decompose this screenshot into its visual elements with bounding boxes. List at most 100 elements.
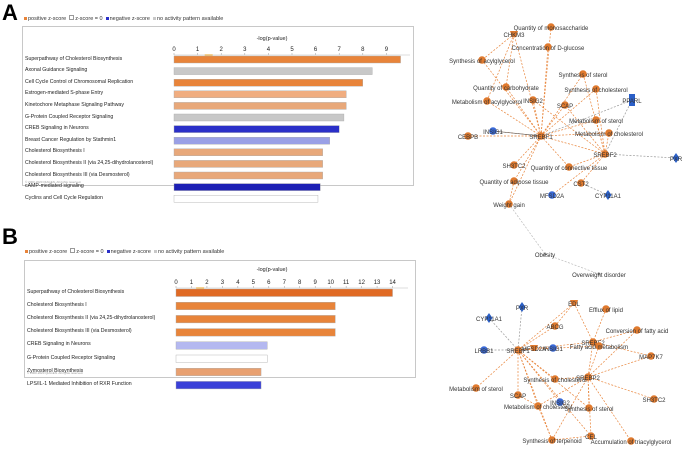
network-node	[549, 344, 557, 352]
tick-label: 7	[338, 47, 342, 53]
category-label: LPS/IL-1 Mediated Inhibition of RXR Func…	[27, 380, 132, 387]
network-node	[529, 96, 537, 104]
bar	[175, 288, 393, 297]
network-edge	[540, 26, 552, 137]
network-node-label: Obesity	[535, 253, 555, 259]
tick-label: 12	[358, 280, 365, 286]
legend-item-na: no activity pattern available	[152, 16, 223, 22]
tick-label: 1	[196, 47, 200, 53]
network-node	[530, 345, 538, 351]
network-node	[534, 402, 542, 410]
category-label: Breast Cancer Regulation by Stathmin1	[25, 136, 117, 143]
network-node	[548, 436, 556, 444]
network-node-label: Metabolism of sterol	[569, 119, 623, 125]
network-edge	[580, 153, 606, 184]
network-node	[592, 116, 600, 124]
legend-a: positive z-score z-score = 0 negative z-…	[24, 15, 223, 22]
network-node-label: INSIG1	[543, 347, 563, 353]
network-node	[537, 132, 545, 140]
network-node-label: MAP7K7	[639, 355, 663, 361]
bar	[173, 78, 364, 87]
tick-label: 1	[190, 280, 194, 286]
network-node	[543, 252, 547, 256]
network-edge	[573, 302, 594, 343]
category-label: Cyclins and Cell Cycle Regulation	[25, 194, 103, 201]
network-edge	[587, 329, 638, 378]
network-node-label: Metabolism of cholesterol	[575, 132, 643, 138]
network-edge	[540, 132, 610, 137]
network-node-label: CEBPB	[458, 135, 478, 141]
axis-title: -log(p-value)	[257, 267, 288, 273]
bar	[173, 136, 330, 145]
bar	[175, 341, 268, 350]
network-edge	[595, 119, 606, 155]
legend-item-zero: z-score = 0	[70, 248, 104, 255]
network-node	[502, 83, 510, 91]
panel-label-b: B	[2, 224, 18, 249]
network-node	[556, 398, 564, 406]
network-node-label: Synthesis of sterol	[564, 407, 613, 413]
network-node	[565, 163, 573, 171]
network-node-label: Metabolism of sterol	[449, 387, 503, 393]
network-node	[597, 272, 601, 276]
network-edge	[517, 347, 535, 351]
category-label: Cholesterol Biosynthesis I	[25, 148, 85, 155]
network-node	[589, 338, 597, 346]
network-node	[672, 153, 680, 163]
legend-b: positive z-score z-score = 0 negative z-…	[25, 248, 224, 255]
network-node-label: PXR	[670, 157, 683, 163]
network-node	[464, 132, 472, 140]
network-edge	[587, 376, 632, 442]
network-node	[647, 352, 655, 360]
network-edge	[517, 325, 556, 351]
network-node	[510, 161, 518, 169]
network-node-label: SH3TC2	[502, 164, 526, 170]
network-edge	[587, 355, 652, 378]
bar	[175, 328, 336, 337]
network-edge	[580, 182, 609, 196]
network-edge	[540, 104, 566, 137]
category-label: Cholesterol Biosynthesis I	[27, 301, 87, 308]
category-label: G-Protein Coupled Receptor Signaling	[27, 354, 116, 361]
network-node	[483, 97, 491, 105]
tick-label: 9	[314, 280, 318, 286]
category-label: Cholesterol Biosynthesis II (via 24,25-d…	[25, 159, 154, 166]
network-node	[551, 322, 559, 330]
network-node-label: Synthesis of cholesterol	[523, 378, 586, 384]
tick-label: 3	[221, 280, 225, 286]
legend-item-na: no activity pattern available	[153, 249, 224, 255]
network-node-label: SREBF2	[593, 153, 617, 159]
tick-label: 7	[283, 280, 287, 286]
network-edge	[486, 100, 542, 137]
network-edge	[587, 376, 655, 400]
network-edge	[540, 46, 549, 137]
category-label: Cell Cycle Control of Chromosomal Replic…	[25, 78, 134, 85]
network-edge	[587, 341, 594, 378]
copyright-a: © 2000-2020 QIAGEN. All rights reserved.	[25, 180, 82, 184]
network-node-label: CYP11A1	[595, 194, 622, 200]
network-edge	[537, 376, 589, 407]
network-node-label: Accumulation of triacylglycerol	[591, 440, 672, 446]
network-node-label: EDL	[568, 302, 580, 308]
network-node-label: Quantity of monosaccharide	[514, 26, 589, 32]
network-edge	[551, 153, 606, 196]
network-node	[514, 391, 522, 399]
network-node-label: Synthesis of cholesterol	[564, 88, 627, 94]
network-node-label: CYP11A1	[476, 317, 503, 323]
bar	[173, 125, 340, 133]
network-node	[505, 200, 513, 208]
network-node-label: SCAP	[557, 104, 573, 110]
network-edge	[551, 376, 589, 441]
tick-label: 10	[327, 280, 334, 286]
category-label: Cholesterol Biosynthesis III (via Desmos…	[27, 328, 132, 335]
network-node	[547, 23, 555, 31]
network-node-label: PXR	[516, 306, 529, 312]
network-node-label: SREBF1	[506, 349, 530, 355]
bar	[173, 90, 347, 99]
network-node	[551, 375, 559, 383]
network-edge	[517, 349, 539, 407]
network-edge	[513, 135, 542, 182]
network-node-label: Overweight disorder	[572, 273, 626, 279]
legend-item-positive: positive z-score	[24, 16, 66, 22]
bar	[173, 148, 323, 157]
